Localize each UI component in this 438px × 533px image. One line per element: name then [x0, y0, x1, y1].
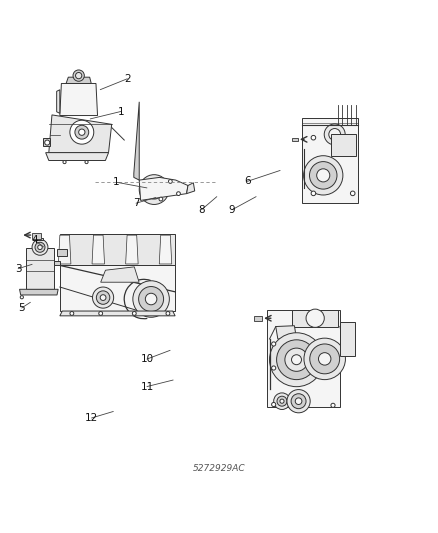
Circle shape	[310, 344, 339, 374]
Polygon shape	[139, 177, 188, 200]
Circle shape	[138, 287, 164, 311]
Circle shape	[169, 180, 172, 183]
Circle shape	[272, 402, 276, 407]
Circle shape	[331, 403, 335, 407]
Circle shape	[324, 124, 345, 145]
Circle shape	[145, 293, 157, 305]
Circle shape	[85, 160, 88, 164]
Circle shape	[311, 135, 316, 140]
Polygon shape	[46, 152, 109, 160]
Circle shape	[295, 398, 302, 405]
Circle shape	[269, 333, 323, 386]
Polygon shape	[276, 326, 297, 339]
Text: 5272929AC: 5272929AC	[193, 464, 245, 473]
Circle shape	[35, 243, 45, 252]
Circle shape	[317, 169, 330, 182]
Text: 10: 10	[141, 354, 154, 364]
Circle shape	[318, 353, 331, 365]
Text: 1: 1	[113, 177, 120, 187]
Polygon shape	[49, 115, 112, 152]
Circle shape	[277, 396, 287, 406]
Circle shape	[274, 393, 290, 409]
Circle shape	[177, 192, 180, 196]
Polygon shape	[42, 139, 50, 147]
Circle shape	[272, 342, 276, 346]
Text: 1: 1	[117, 107, 124, 117]
Circle shape	[306, 309, 324, 327]
Circle shape	[32, 239, 48, 255]
Circle shape	[304, 156, 343, 195]
Circle shape	[150, 185, 158, 193]
Bar	[26, 248, 53, 289]
Circle shape	[350, 191, 355, 196]
Text: 4: 4	[32, 235, 38, 245]
Circle shape	[287, 390, 310, 413]
Polygon shape	[332, 134, 356, 156]
Polygon shape	[57, 90, 60, 114]
Polygon shape	[53, 261, 60, 265]
Circle shape	[291, 394, 306, 409]
Circle shape	[45, 140, 50, 145]
Circle shape	[79, 129, 85, 135]
Polygon shape	[60, 311, 175, 316]
Circle shape	[70, 120, 94, 144]
Circle shape	[285, 348, 308, 372]
Polygon shape	[57, 248, 67, 256]
Circle shape	[92, 287, 113, 308]
Polygon shape	[134, 102, 139, 180]
Bar	[254, 316, 262, 321]
Text: 2: 2	[124, 74, 131, 84]
Bar	[32, 233, 41, 239]
Polygon shape	[340, 322, 355, 356]
Circle shape	[280, 399, 284, 403]
Circle shape	[20, 296, 23, 299]
Circle shape	[75, 125, 89, 139]
Text: 9: 9	[229, 205, 235, 215]
Text: 3: 3	[15, 264, 21, 273]
Text: 7: 7	[133, 198, 139, 208]
Polygon shape	[58, 235, 71, 264]
Circle shape	[166, 311, 170, 316]
Circle shape	[73, 70, 85, 81]
Bar	[37, 238, 43, 240]
Circle shape	[96, 291, 110, 304]
Circle shape	[132, 311, 136, 316]
Circle shape	[276, 340, 316, 379]
Circle shape	[99, 311, 102, 316]
Circle shape	[38, 245, 42, 249]
Polygon shape	[60, 234, 175, 265]
Polygon shape	[159, 235, 172, 264]
Polygon shape	[101, 267, 139, 282]
Circle shape	[145, 180, 164, 199]
Circle shape	[292, 355, 301, 365]
Polygon shape	[60, 265, 175, 311]
Circle shape	[70, 311, 74, 316]
Polygon shape	[187, 183, 195, 193]
Circle shape	[133, 281, 170, 317]
Polygon shape	[20, 289, 58, 295]
Polygon shape	[268, 310, 340, 407]
Text: 12: 12	[85, 413, 98, 423]
Bar	[292, 138, 298, 141]
Circle shape	[329, 128, 341, 140]
Circle shape	[139, 175, 169, 205]
Text: 8: 8	[198, 205, 205, 215]
Text: 6: 6	[244, 176, 251, 187]
Polygon shape	[60, 84, 98, 116]
Circle shape	[159, 197, 163, 201]
Text: 11: 11	[140, 382, 154, 392]
Polygon shape	[92, 235, 105, 264]
Polygon shape	[292, 310, 338, 327]
Text: 5: 5	[18, 303, 25, 313]
Circle shape	[75, 72, 82, 79]
Circle shape	[311, 191, 316, 196]
Polygon shape	[66, 77, 91, 84]
Circle shape	[63, 160, 66, 164]
Polygon shape	[302, 118, 357, 203]
Circle shape	[272, 366, 276, 370]
Circle shape	[310, 161, 337, 189]
Circle shape	[304, 338, 346, 379]
Circle shape	[100, 295, 106, 301]
Polygon shape	[126, 235, 138, 264]
